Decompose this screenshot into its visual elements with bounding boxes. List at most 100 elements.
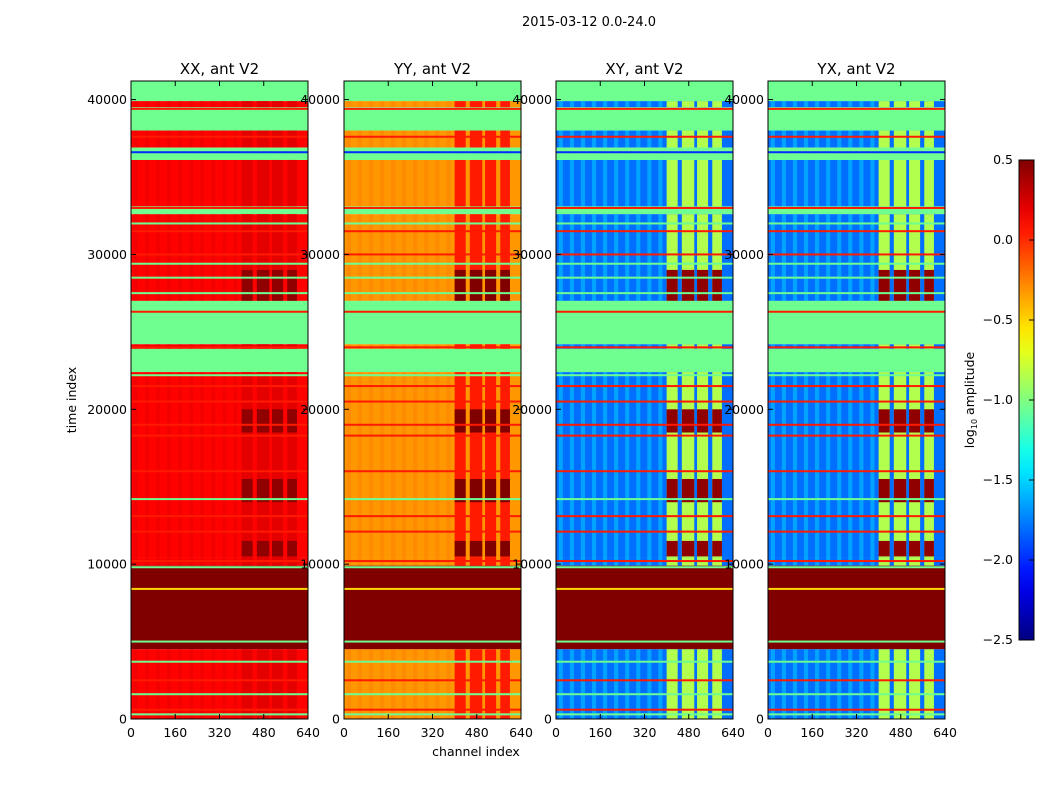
- heatmap-channel-stripe: [144, 649, 149, 719]
- heatmap-channel-stripe: [870, 101, 875, 108]
- heatmap-band-flag: [344, 81, 521, 102]
- heatmap-channel-stripe: [636, 372, 641, 558]
- heatmap-channel-stripe: [803, 159, 809, 207]
- heatmap-channel-stripe: [144, 130, 149, 148]
- heatmap-rfi-cell: [500, 649, 510, 719]
- heatmap-channel-stripe: [636, 130, 641, 148]
- heatmap-channel-stripe: [826, 214, 831, 301]
- heatmap-burst-cell: [454, 478, 466, 503]
- heatmap-line: [556, 385, 733, 388]
- heatmap-line: [768, 660, 945, 663]
- heatmap-rfi-cell: [454, 159, 466, 207]
- heatmap-channel-stripe: [166, 130, 172, 148]
- heatmap-channel-stripe: [233, 649, 238, 719]
- heatmap-rfi-cell: [878, 101, 890, 108]
- heatmap-rfi-cell: [500, 130, 510, 148]
- heatmap-channel-stripe: [569, 214, 574, 301]
- heatmap-line: [556, 151, 733, 154]
- heatmap-channel-stripe: [200, 372, 205, 558]
- heatmap-line: [131, 566, 308, 569]
- heatmap-channel-stripe: [558, 130, 563, 148]
- heatmap-channel-stripe: [155, 214, 161, 301]
- heatmap-channel-stripe: [770, 214, 775, 301]
- heatmap-rfi-cell: [485, 101, 497, 108]
- heatmap-channel-stripe: [424, 101, 429, 108]
- heatmap-channel-stripe: [346, 372, 351, 558]
- heatmap-rfi-cell: [712, 649, 722, 719]
- colorbar: 0.5 0.0 −0.5 −1.0 −1.5 −2.0 −2.5 log10 amplitu…: [962, 152, 1035, 647]
- heatmap-channel-stripe: [233, 214, 238, 301]
- heatmap-line: [131, 222, 308, 225]
- heatmap-line: [344, 276, 521, 279]
- heatmap-band-flag: [131, 300, 308, 345]
- heatmap-channel-stripe: [446, 159, 451, 207]
- heatmap-channel-stripe: [133, 372, 138, 558]
- heatmap-channel-stripe: [402, 101, 407, 108]
- heatmap-channel-stripe: [200, 159, 205, 207]
- colorbar-tick-label: −2.5: [983, 632, 1013, 647]
- heatmap-channel-stripe: [435, 159, 440, 207]
- heatmap-line: [344, 400, 521, 403]
- heatmap-line: [344, 206, 521, 209]
- heatmap-channel-stripe: [178, 159, 183, 207]
- heatmap-channel-stripe: [591, 372, 597, 558]
- heatmap-channel-stripe: [781, 159, 786, 207]
- heatmap-rfi-cell: [924, 130, 934, 148]
- heatmap-line: [344, 679, 521, 682]
- heatmap-band-flag: [768, 300, 945, 345]
- heatmap-channel-stripe: [391, 101, 396, 108]
- heatmap-channel-stripe: [200, 101, 205, 108]
- heatmap-burst-cell: [712, 409, 722, 433]
- heatmap-burst-cell: [500, 478, 510, 503]
- heatmap-channel-stripe: [368, 130, 374, 148]
- heatmap-line: [131, 292, 308, 295]
- heatmap-rfi-cell: [878, 130, 890, 148]
- heatmap-channel-stripe: [647, 130, 652, 148]
- heatmap-channel-stripe: [870, 372, 875, 558]
- heatmap-line: [556, 566, 733, 569]
- heatmap-channel-stripe: [625, 649, 630, 719]
- heatmap-band-saturated: [768, 565, 945, 650]
- y-tick-label: 40000: [724, 92, 764, 107]
- heatmap-rfi-cell: [681, 649, 695, 719]
- heatmap-rfi-cell: [712, 214, 722, 301]
- heatmap-burst-cell: [909, 540, 921, 557]
- heatmap-channel-stripe: [357, 159, 362, 207]
- heatmap-band-flag: [556, 300, 733, 345]
- heatmap-channel-stripe: [625, 372, 630, 558]
- y-tick-label: 10000: [724, 557, 764, 572]
- x-tick-label: 0: [340, 725, 348, 740]
- y-tick-label: 40000: [300, 92, 340, 107]
- heatmap-channel-stripe: [870, 649, 875, 719]
- heatmap-line: [556, 346, 733, 349]
- heatmap-burst-cell: [500, 409, 510, 433]
- heatmap-line: [556, 253, 733, 256]
- heatmap-burst-cell: [256, 540, 270, 557]
- heatmap-panel: YX, ant V2 0 160 320 480 640 0 10000 20000 30000 4…: [724, 60, 957, 740]
- heatmap-channel-stripe: [647, 649, 652, 719]
- heatmap-burst-cell: [485, 409, 497, 433]
- heatmap-channel-stripe: [770, 372, 775, 558]
- heatmap-channel-stripe: [413, 649, 418, 719]
- heatmap-channel-stripe: [848, 130, 853, 148]
- x-tick-label: 480: [465, 725, 489, 740]
- heatmap-channel-stripe: [424, 159, 429, 207]
- heatmap-burst-cell: [681, 269, 695, 301]
- heatmap-burst-cell: [485, 540, 497, 557]
- x-axis-label: channel index: [432, 744, 520, 759]
- heatmap-line: [768, 385, 945, 388]
- y-tick-label: 10000: [300, 557, 340, 572]
- heatmap-rfi-cell: [454, 214, 466, 301]
- heatmap-channel-stripe: [870, 159, 875, 207]
- heatmap-band-flag: [344, 206, 521, 215]
- heatmap-line: [131, 107, 308, 110]
- heatmap-rfi-cell: [697, 372, 709, 558]
- heatmap-rfi-cell: [924, 372, 934, 558]
- heatmap-rfi-cell: [909, 372, 921, 558]
- heatmap-channel-stripe: [413, 130, 418, 148]
- heatmap-line: [131, 498, 308, 501]
- heatmap-channel-stripe: [591, 214, 597, 301]
- heatmap-channel-stripe: [580, 372, 586, 558]
- heatmap-channel-stripe: [792, 372, 798, 558]
- heatmap-rfi-cell: [893, 372, 907, 558]
